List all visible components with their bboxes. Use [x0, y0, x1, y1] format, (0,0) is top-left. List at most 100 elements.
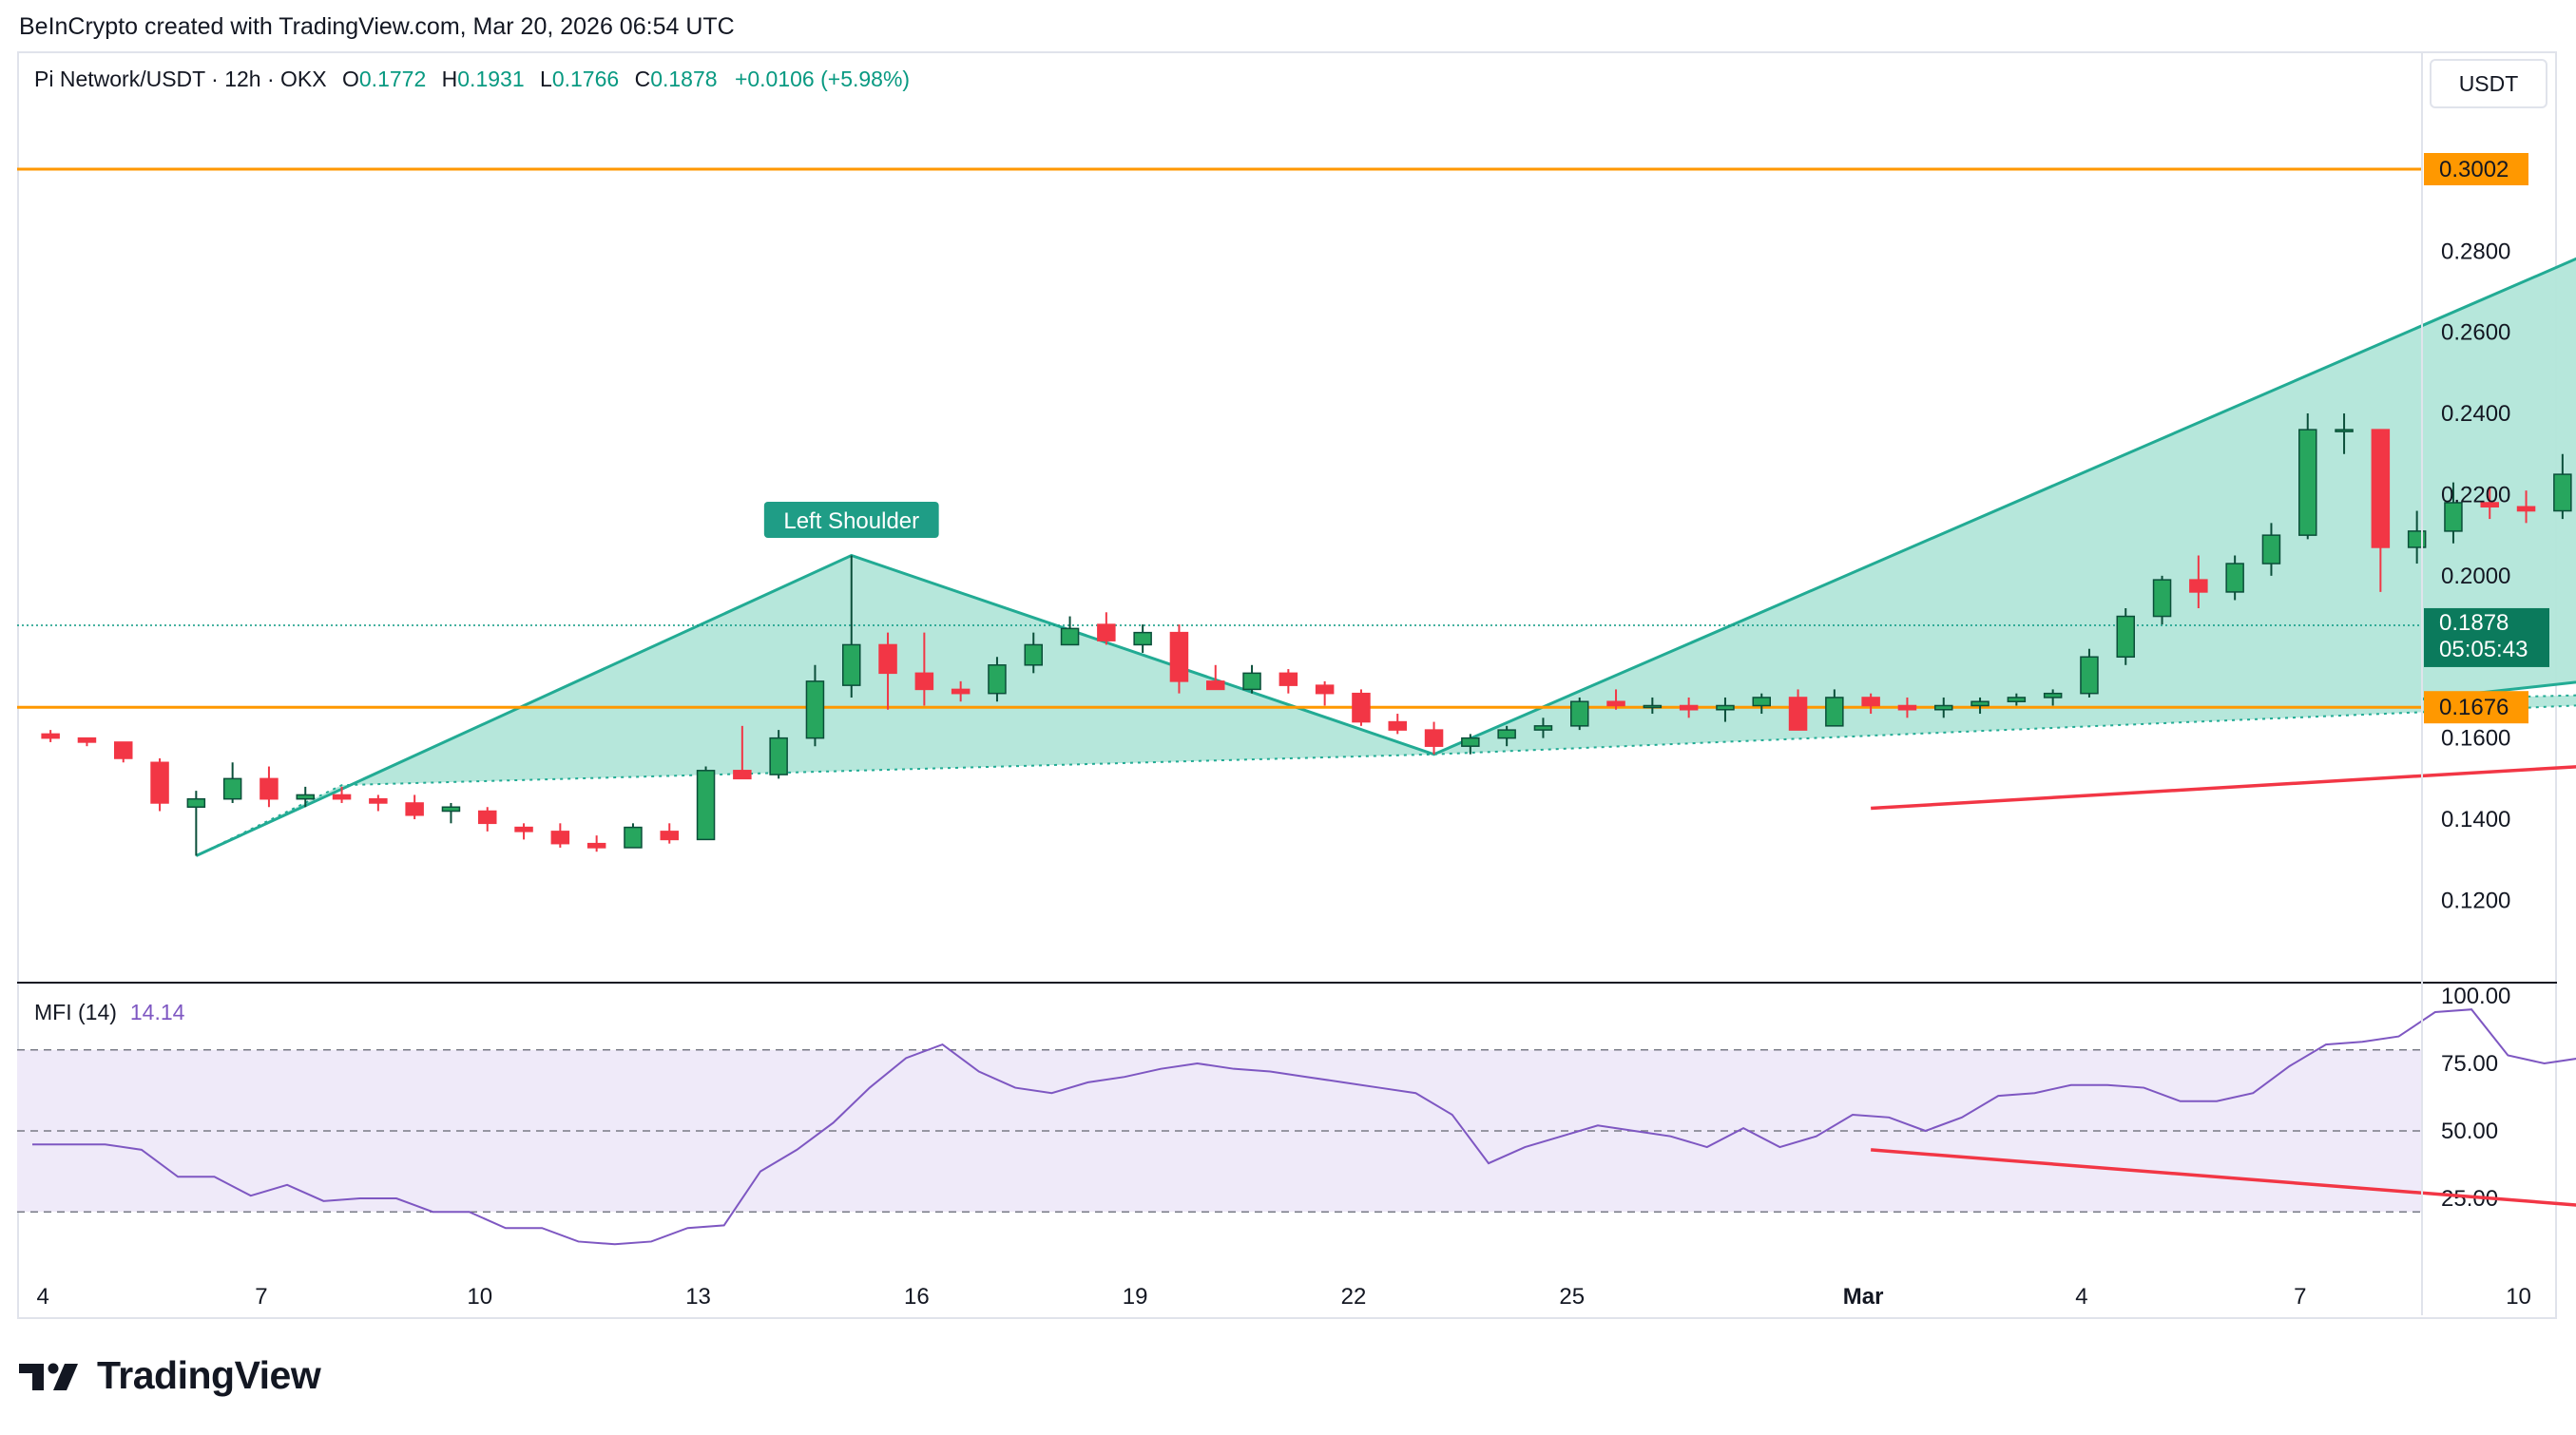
price-tick-label: 0.2400	[2441, 401, 2510, 427]
mfi-tick-label: 75.00	[2441, 1051, 2498, 1077]
candle-down	[660, 831, 679, 841]
mfi-legend[interactable]: MFI (14) 14.14	[34, 1000, 184, 1025]
candle-down	[1424, 729, 1444, 747]
candle-up	[624, 826, 643, 849]
candle-up	[1570, 700, 1589, 727]
candle-up	[296, 794, 315, 800]
low-label: L	[540, 67, 552, 91]
mfi-line	[32, 1008, 2576, 1246]
candle-up	[805, 680, 825, 739]
price-higher-low-arrow	[1871, 765, 2576, 811]
candle-down	[2480, 502, 2499, 508]
tradingview-logo[interactable]: TradingView	[19, 1353, 321, 1398]
candle-up	[2116, 615, 2135, 659]
time-tick-label: 25	[1559, 1284, 1585, 1310]
candle-down	[260, 777, 279, 800]
time-tick-label: 19	[1123, 1284, 1148, 1310]
candle-up	[2152, 579, 2172, 618]
annotations: Left ShoulderHeadRight Shoulder	[763, 502, 2576, 1207]
candle-down	[332, 794, 352, 800]
left-shoulder-label-box	[763, 502, 939, 538]
candle-down	[1788, 697, 1808, 731]
pattern-fill	[196, 258, 2576, 856]
symbol-name: Pi Network/USDT · 12h · OKX	[34, 67, 327, 91]
candle-up	[2080, 656, 2099, 695]
left-shoulder-label: Left Shoulder	[783, 508, 919, 534]
price-tick-label: 0.2200	[2441, 482, 2510, 507]
time-tick-label: Mar	[1843, 1284, 1884, 1310]
candle-up	[988, 664, 1007, 695]
candle-up	[1970, 700, 1990, 707]
candle-up	[1133, 631, 1152, 646]
candle-up	[2261, 534, 2281, 564]
price-tick-label: 0.1400	[2441, 807, 2510, 832]
time-tick-label: 13	[685, 1284, 711, 1310]
candle-up	[441, 806, 461, 813]
candle-down	[550, 831, 570, 845]
low-value: 0.1766	[551, 67, 620, 91]
candle-up	[2444, 502, 2463, 532]
candle-up	[222, 777, 242, 800]
tradingview-wordmark: TradingView	[97, 1353, 321, 1397]
head-and-shoulders-pattern	[195, 257, 2576, 857]
change-value: +0.0106 (+5.98%)	[734, 67, 911, 91]
candle-down	[150, 761, 169, 804]
mfi-tick-label: 50.00	[2441, 1119, 2498, 1144]
candle-down	[1315, 684, 1335, 695]
candle-down	[114, 741, 133, 759]
mfi-title: MFI (14)	[34, 1000, 117, 1024]
candle-down	[586, 842, 606, 849]
candle-down	[369, 797, 388, 804]
time-tick-label: 7	[2294, 1284, 2306, 1310]
candles	[41, 413, 2572, 856]
time-tick-label: 16	[904, 1284, 930, 1310]
time-tick-label: 4	[36, 1284, 48, 1310]
symbol-legend[interactable]: Pi Network/USDT · 12h · OKX O0.1772 H0.1…	[34, 67, 910, 92]
open-value: 0.1772	[358, 67, 427, 91]
candle-down	[405, 802, 424, 816]
price-tick-label: 0.2600	[2441, 320, 2510, 346]
candle-down	[1897, 704, 1917, 711]
price-tick-label: 0.1200	[2441, 888, 2510, 913]
currency-unit-button[interactable]: USDT	[2430, 59, 2547, 108]
candle-up	[2043, 692, 2063, 698]
candle-up	[1533, 725, 1553, 731]
neckline-dotted	[195, 694, 2576, 857]
close-value: 0.1878	[650, 67, 718, 91]
candle-up	[2335, 429, 2354, 432]
price-level-tag	[2424, 691, 2528, 724]
candle-up	[1825, 697, 1844, 727]
candle-down	[1278, 672, 1298, 686]
candle-down	[878, 643, 897, 675]
price-countdown: 05:05:43	[2439, 637, 2528, 662]
price-level-tag	[2424, 153, 2528, 185]
candle-down	[1352, 692, 1371, 723]
candle-up	[2298, 429, 2317, 536]
candle-down	[478, 810, 497, 825]
candle-up	[1242, 672, 1261, 691]
open-label: O	[342, 67, 359, 91]
candle-down	[1679, 704, 1699, 711]
candle-down	[77, 737, 97, 743]
candle-down	[733, 770, 752, 780]
current-price-label: 0.1878	[2439, 610, 2509, 636]
candle-up	[2553, 473, 2572, 512]
candle-down	[1388, 720, 1407, 731]
mfi-lower-low-arrow	[1871, 1148, 2576, 1207]
current-price-tag	[2424, 607, 2549, 667]
candle-up	[1060, 627, 1080, 646]
price-level-label: 0.1676	[2439, 695, 2509, 720]
candle-down	[1606, 700, 1625, 707]
candle-down	[1169, 631, 1189, 682]
candle-up	[2007, 697, 2027, 702]
time-tick-label: 7	[255, 1284, 267, 1310]
close-label: C	[634, 67, 651, 91]
high-value: 0.1931	[457, 67, 525, 91]
time-tick-label: 22	[1341, 1284, 1367, 1310]
time-tick-label: 10	[2506, 1284, 2531, 1310]
candle-up	[1716, 704, 1735, 711]
candle-down	[514, 826, 533, 832]
